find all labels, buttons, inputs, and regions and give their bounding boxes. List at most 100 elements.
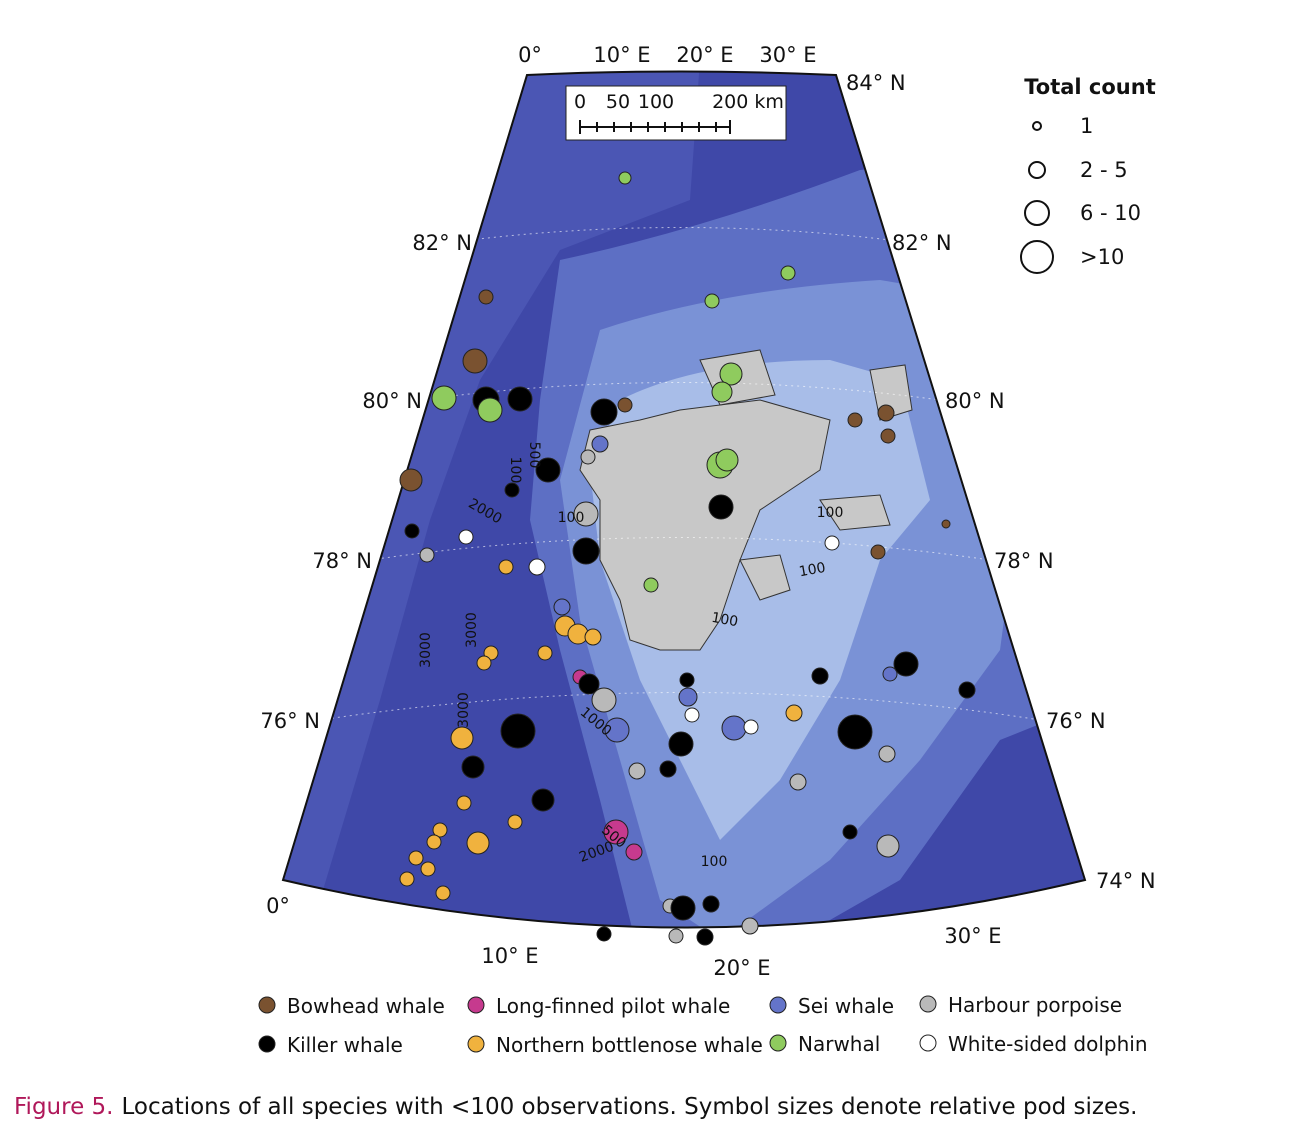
species-point bbox=[431, 385, 457, 411]
species-point bbox=[578, 673, 600, 695]
right-lat-label: 80° N bbox=[945, 389, 1005, 413]
species-legend-label: Long-finned pilot whale bbox=[496, 994, 730, 1018]
species-point bbox=[618, 171, 632, 185]
species-point bbox=[507, 814, 523, 830]
size-legend-symbol bbox=[1032, 121, 1042, 131]
species-legend-symbol bbox=[919, 995, 937, 1013]
species-point bbox=[420, 861, 436, 877]
species-point bbox=[419, 547, 435, 563]
species-point bbox=[408, 850, 424, 866]
contour-label: 100 bbox=[701, 854, 728, 870]
species-point bbox=[584, 628, 602, 646]
species-point bbox=[941, 519, 951, 529]
species-point bbox=[507, 386, 533, 412]
species-point bbox=[711, 381, 733, 403]
left-lat-label: 78° N bbox=[312, 549, 372, 573]
size-legend-label: 1 bbox=[1080, 114, 1093, 138]
species-point bbox=[684, 707, 700, 723]
species-point bbox=[462, 348, 488, 374]
species-legend-symbol bbox=[258, 1035, 276, 1053]
species-point bbox=[456, 795, 472, 811]
species-legend-symbol bbox=[769, 1034, 787, 1052]
size-legend-symbol bbox=[1028, 161, 1046, 179]
species-legend-label: Narwhal bbox=[798, 1032, 880, 1056]
scale-label: 200 km bbox=[712, 91, 784, 113]
species-point bbox=[399, 871, 415, 887]
species-point bbox=[458, 529, 474, 545]
species-legend-symbol bbox=[919, 1034, 937, 1052]
species-point bbox=[498, 559, 514, 575]
size-legend-symbol bbox=[1024, 200, 1050, 226]
species-point bbox=[591, 687, 617, 713]
size-legend-label: 2 - 5 bbox=[1080, 158, 1128, 182]
species-point bbox=[702, 895, 720, 913]
species-point bbox=[842, 824, 858, 840]
species-legend-label: Killer whale bbox=[287, 1033, 403, 1057]
size-legend-symbol bbox=[1020, 240, 1054, 274]
species-point bbox=[876, 834, 900, 858]
scale-bar-box bbox=[565, 85, 787, 141]
right-lat-label: 82° N bbox=[892, 231, 952, 255]
contour-label: 3000 bbox=[464, 612, 480, 648]
species-point bbox=[811, 667, 829, 685]
scale-label: 0 bbox=[574, 91, 586, 113]
contour-label: 100 bbox=[798, 560, 827, 580]
top-lon-label: 10° E bbox=[593, 43, 650, 67]
species-point bbox=[426, 834, 442, 850]
species-point bbox=[721, 715, 747, 741]
species-point bbox=[461, 755, 485, 779]
species-point bbox=[893, 651, 919, 677]
species-point bbox=[870, 544, 886, 560]
species-point bbox=[877, 404, 895, 422]
species-point bbox=[535, 457, 561, 483]
top-lon-label: 0° bbox=[518, 43, 542, 67]
species-point bbox=[466, 831, 490, 855]
contour-label: 100 bbox=[817, 505, 844, 521]
species-point bbox=[628, 762, 646, 780]
species-point bbox=[719, 362, 743, 386]
species-point bbox=[670, 895, 696, 921]
contour-label: 100 bbox=[507, 457, 523, 484]
species-legend-label: Sei whale bbox=[798, 994, 894, 1018]
size-legend-title: Total count bbox=[1024, 75, 1156, 99]
species-point bbox=[659, 760, 677, 778]
species-point bbox=[741, 917, 759, 935]
left-lat-label: 76° N bbox=[260, 709, 320, 733]
left-lat-label: 82° N bbox=[412, 231, 472, 255]
species-point bbox=[789, 773, 807, 791]
species-point bbox=[617, 397, 633, 413]
contour-label: 100 bbox=[558, 510, 585, 526]
right-lat-label: 76° N bbox=[1046, 709, 1106, 733]
species-point bbox=[824, 535, 840, 551]
species-point bbox=[696, 928, 714, 946]
species-legend-symbol bbox=[258, 996, 276, 1014]
species-legend-symbol bbox=[467, 996, 485, 1014]
species-point bbox=[590, 398, 618, 426]
left-lat-label: 0° bbox=[266, 894, 290, 918]
species-point bbox=[500, 713, 536, 749]
right-lat-label: 78° N bbox=[994, 549, 1054, 573]
species-point bbox=[432, 822, 448, 838]
species-point bbox=[678, 687, 698, 707]
species-point bbox=[643, 577, 659, 593]
scale-bar bbox=[579, 120, 731, 134]
caption: Figure 5. Locations of all species with <… bbox=[14, 1094, 1137, 1120]
bottom-lon-label: 30° E bbox=[944, 924, 1001, 948]
species-point bbox=[708, 494, 734, 520]
species-point bbox=[580, 449, 596, 465]
species-point bbox=[553, 598, 571, 616]
species-point bbox=[715, 448, 739, 472]
bottom-lon-label: 20° E bbox=[713, 956, 770, 980]
species-point bbox=[785, 704, 803, 722]
species-point bbox=[847, 412, 863, 428]
species-point bbox=[679, 672, 695, 688]
species-legend-label: Harbour porpoise bbox=[948, 993, 1122, 1017]
contour-label: 3000 bbox=[418, 632, 434, 668]
species-point bbox=[399, 468, 423, 492]
species-legend-label: White-sided dolphin bbox=[948, 1032, 1148, 1056]
species-point bbox=[604, 717, 630, 743]
right-lat-label: 74° N bbox=[1096, 869, 1156, 893]
scale-label: 100 bbox=[638, 91, 674, 113]
species-point bbox=[528, 558, 546, 576]
